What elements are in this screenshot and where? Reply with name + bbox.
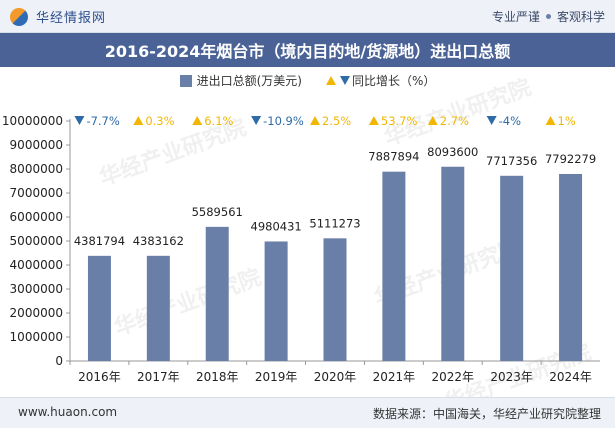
growth-up-marker <box>427 116 438 125</box>
brand-logo-icon <box>10 7 28 26</box>
x-tick-label: 2017年 <box>137 370 180 384</box>
legend-series1-label: 进出口总额(万美元) <box>196 74 302 88</box>
y-tick-label: 9000000 <box>10 138 63 152</box>
growth-down-marker <box>486 116 497 125</box>
legend: 进出口总额(万美元) 同比增长（%） <box>0 72 615 89</box>
bar-value-label: 5111273 <box>309 216 360 230</box>
growth-label: 6.1% <box>204 114 233 128</box>
legend-up-triangle-icon <box>325 76 336 85</box>
y-tick-label: 2000000 <box>10 306 63 320</box>
x-tick-label: 2016年 <box>78 370 121 384</box>
x-tick-label: 2020年 <box>314 370 357 384</box>
bar <box>264 241 288 361</box>
growth-label: -7.7% <box>86 114 119 128</box>
x-tick-label: 2021年 <box>373 370 416 384</box>
growth-label: 2.5% <box>322 114 351 128</box>
x-tick-label: 2024年 <box>549 370 592 384</box>
separator-dot-icon <box>545 14 551 19</box>
growth-down-marker <box>74 116 85 125</box>
y-tick-label: 4000000 <box>10 258 63 272</box>
growth-label: 0.3% <box>145 114 174 128</box>
growth-label: 1% <box>558 114 576 128</box>
legend-down-triangle-icon <box>339 76 350 85</box>
bar-value-label: 8093600 <box>427 145 478 159</box>
bar-value-label: 7887894 <box>368 150 419 164</box>
growth-up-marker <box>192 116 203 125</box>
growth-label: -10.9% <box>263 114 304 128</box>
x-tick-label: 2019年 <box>255 370 298 384</box>
y-tick-label: 7000000 <box>10 186 63 200</box>
growth-down-marker <box>251 116 262 125</box>
brand-name: 华经情报网 <box>36 11 107 26</box>
bar-value-label: 7792279 <box>545 152 596 166</box>
legend-bar-swatch-icon <box>179 74 192 87</box>
footer-url: www.huaon.com <box>18 405 118 419</box>
header-tag-2: 客观科学 <box>556 10 605 24</box>
growth-label: 2.7% <box>440 114 469 128</box>
bar-value-label: 7717356 <box>486 154 537 168</box>
y-tick-label: 6000000 <box>10 210 63 224</box>
header-tag-1: 专业严谨 <box>491 10 540 24</box>
bar <box>382 171 406 361</box>
bar <box>441 166 465 361</box>
bar <box>205 226 229 361</box>
y-tick-label: 3000000 <box>10 282 63 296</box>
legend-series2-label: 同比增长（%） <box>351 74 436 88</box>
chart-title: 2016-2024年烟台市（境内目的地/货源地）进出口总额 <box>0 33 615 67</box>
header-tags: 专业严谨 客观科学 <box>492 8 605 25</box>
bar <box>87 255 111 361</box>
x-tick-label: 2022年 <box>432 370 475 384</box>
y-tick-label: 0 <box>55 354 63 368</box>
y-tick-label: 8000000 <box>10 162 63 176</box>
bar <box>146 255 170 361</box>
x-tick-label: 2023年 <box>490 370 533 384</box>
growth-label: -4% <box>499 114 521 128</box>
bar <box>500 175 524 361</box>
growth-up-marker <box>545 116 556 125</box>
bar-value-label: 4383162 <box>133 234 184 248</box>
growth-up-marker <box>368 116 379 125</box>
growth-up-marker <box>133 116 144 125</box>
top-bar: 华经情报网 专业严谨 客观科学 <box>0 0 615 33</box>
growth-label: 53.7% <box>381 114 418 128</box>
footer: www.huaon.com 数据来源：中国海关，华经产业研究院整理 <box>0 397 615 428</box>
bar <box>323 238 347 361</box>
bar-value-label: 5589561 <box>192 205 243 219</box>
y-tick-label: 1000000 <box>10 330 63 344</box>
footer-source: 数据来源：中国海关，华经产业研究院整理 <box>372 407 601 421</box>
y-tick-label: 10000000 <box>2 114 63 128</box>
y-tick-label: 5000000 <box>10 234 63 248</box>
x-tick-label: 2018年 <box>196 370 239 384</box>
bar-value-label: 4381794 <box>74 234 125 248</box>
bar-value-label: 4980431 <box>251 219 302 233</box>
brand: 华经情报网 <box>10 7 106 26</box>
growth-up-marker <box>310 116 320 125</box>
bar <box>559 173 583 361</box>
